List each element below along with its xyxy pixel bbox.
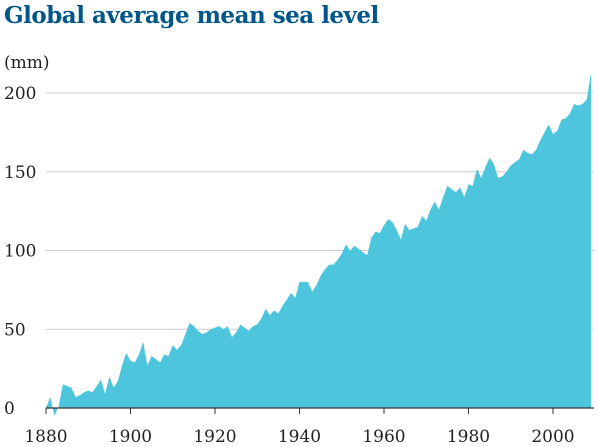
x-tick-label-1880: 1880 [24, 427, 67, 447]
plot-area [46, 72, 592, 416]
y-tick-label-200: 200 [4, 84, 36, 104]
y-tick-label-100: 100 [4, 242, 36, 262]
chart-title: Global average mean sea level [4, 2, 379, 29]
y-tick-label-0: 0 [4, 399, 15, 419]
y-tick-label-50: 50 [4, 320, 26, 340]
x-tick-label-1900: 1900 [109, 427, 152, 447]
tick-labels: (mm) 0 50 100 150 200 1880 1900 1920 1940 1960 198… [4, 53, 575, 447]
sea-level-area [46, 72, 592, 416]
y-axis-unit-label: (mm) [4, 53, 50, 73]
x-tick-label-2000: 2000 [531, 427, 574, 447]
x-tick-label-1920: 1920 [193, 427, 236, 447]
x-tick-label-1960: 1960 [362, 427, 405, 447]
axes [45, 407, 594, 414]
x-tick-label-1980: 1980 [447, 427, 490, 447]
x-tick-label-1940: 1940 [278, 427, 321, 447]
y-tick-label-150: 150 [4, 163, 36, 183]
